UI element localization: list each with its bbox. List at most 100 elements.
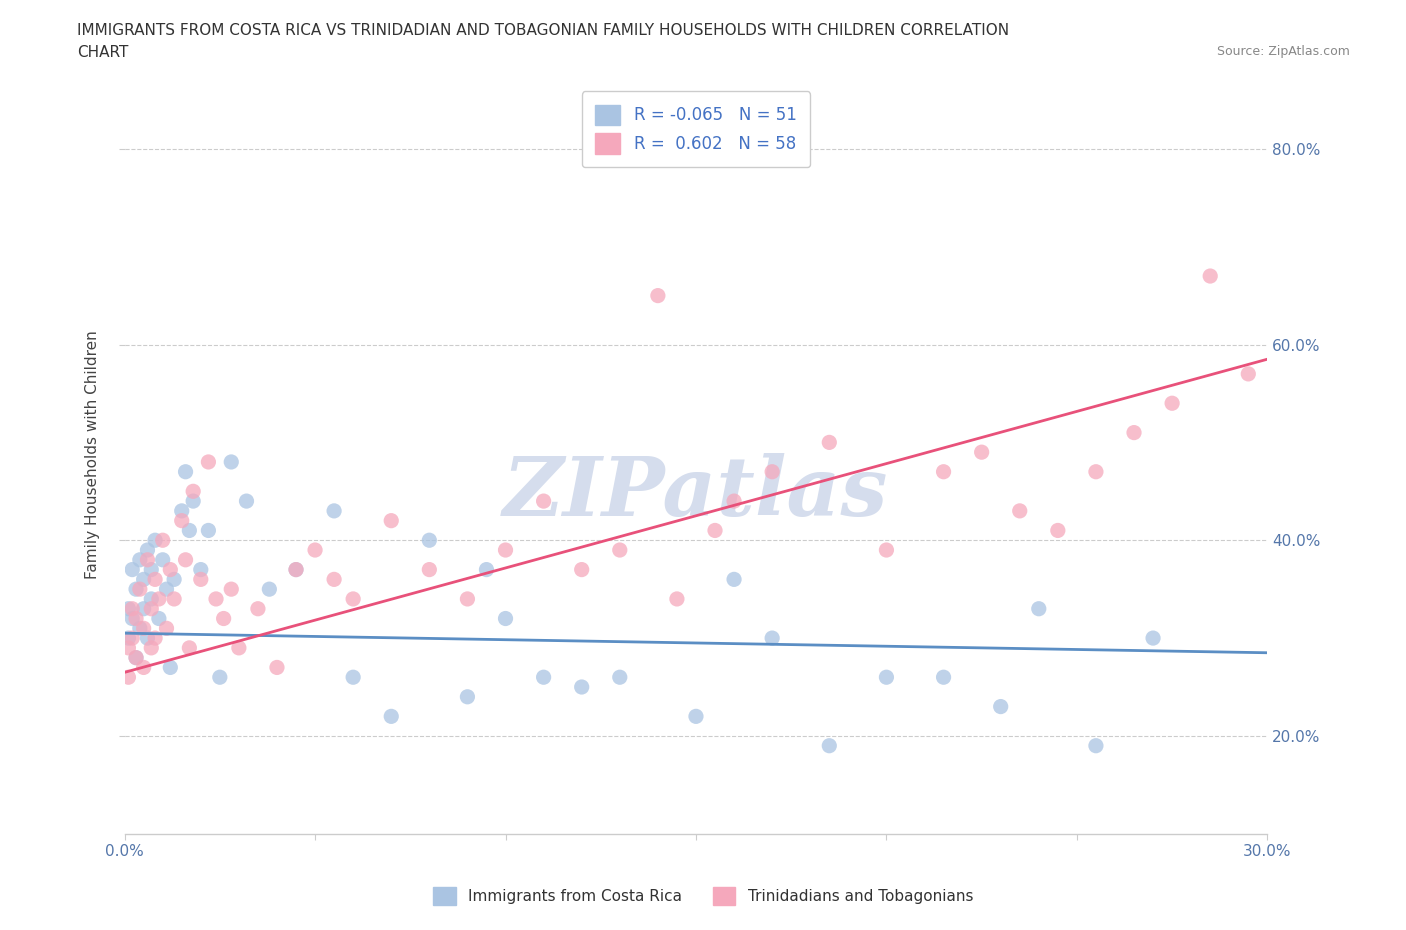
Point — [159, 562, 181, 577]
Point — [1046, 523, 1069, 538]
Point — [1084, 464, 1107, 479]
Point — [143, 631, 166, 645]
Point — [132, 660, 155, 675]
Point — [932, 464, 955, 479]
Point — [990, 699, 1012, 714]
Point — [266, 660, 288, 675]
Point — [285, 562, 308, 577]
Text: IMMIGRANTS FROM COSTA RICA VS TRINIDADIAN AND TOBAGONIAN FAMILY HOUSEHOLDS WITH : IMMIGRANTS FROM COSTA RICA VS TRINIDADIA… — [77, 23, 1010, 38]
Point — [761, 464, 783, 479]
Point — [174, 464, 197, 479]
Text: CHART: CHART — [77, 45, 129, 60]
Point — [875, 542, 897, 557]
Point — [1008, 503, 1031, 518]
Point — [163, 572, 186, 587]
Point — [212, 611, 235, 626]
Point — [219, 455, 242, 470]
Point — [132, 572, 155, 587]
Point — [121, 562, 143, 577]
Y-axis label: Family Households with Children: Family Households with Children — [86, 330, 100, 579]
Point — [246, 602, 269, 617]
Text: ZIPatlas: ZIPatlas — [503, 453, 889, 533]
Point — [136, 542, 159, 557]
Legend: R = -0.065   N = 51, R =  0.602   N = 58: R = -0.065 N = 51, R = 0.602 N = 58 — [582, 91, 810, 167]
Point — [148, 591, 170, 606]
Point — [128, 552, 150, 567]
Point — [143, 533, 166, 548]
Point — [143, 572, 166, 587]
Point — [121, 602, 143, 617]
Point — [125, 650, 148, 665]
Point — [125, 650, 148, 665]
Point — [174, 552, 197, 567]
Point — [1199, 269, 1222, 284]
Point — [141, 591, 163, 606]
Point — [932, 670, 955, 684]
Point — [181, 484, 204, 498]
Point — [304, 542, 326, 557]
Point — [155, 582, 177, 597]
Point — [609, 542, 631, 557]
Point — [219, 582, 242, 597]
Point — [125, 611, 148, 626]
Point — [152, 552, 174, 567]
Point — [125, 582, 148, 597]
Point — [159, 660, 181, 675]
Point — [117, 602, 139, 617]
Point — [117, 641, 139, 656]
Point — [208, 670, 231, 684]
Point — [190, 562, 212, 577]
Point — [323, 572, 346, 587]
Point — [418, 562, 440, 577]
Point — [197, 455, 219, 470]
Text: Source: ZipAtlas.com: Source: ZipAtlas.com — [1216, 45, 1350, 58]
Point — [495, 611, 517, 626]
Point — [456, 591, 478, 606]
Point — [259, 582, 281, 597]
Point — [609, 670, 631, 684]
Point — [141, 602, 163, 617]
Point — [380, 513, 402, 528]
Point — [723, 572, 745, 587]
Point — [170, 513, 193, 528]
Point — [1123, 425, 1146, 440]
Point — [323, 503, 346, 518]
Point — [418, 533, 440, 548]
Point — [818, 435, 841, 450]
Point — [571, 680, 593, 695]
Point — [128, 582, 150, 597]
Point — [197, 523, 219, 538]
Point — [132, 602, 155, 617]
Point — [190, 572, 212, 587]
Point — [533, 494, 555, 509]
Point — [723, 494, 745, 509]
Point — [1161, 396, 1184, 411]
Point — [155, 621, 177, 636]
Point — [342, 591, 364, 606]
Point — [121, 631, 143, 645]
Point — [117, 670, 139, 684]
Point — [1142, 631, 1164, 645]
Point — [665, 591, 688, 606]
Point — [475, 562, 498, 577]
Point — [495, 542, 517, 557]
Point — [132, 621, 155, 636]
Point — [380, 709, 402, 724]
Point — [179, 523, 201, 538]
Point — [148, 611, 170, 626]
Point — [571, 562, 593, 577]
Point — [285, 562, 308, 577]
Point — [818, 738, 841, 753]
Point — [152, 533, 174, 548]
Point — [342, 670, 364, 684]
Point — [704, 523, 727, 538]
Point — [117, 631, 139, 645]
Point — [205, 591, 228, 606]
Point — [235, 494, 257, 509]
Point — [533, 670, 555, 684]
Point — [128, 621, 150, 636]
Point — [647, 288, 669, 303]
Point — [761, 631, 783, 645]
Point — [141, 641, 163, 656]
Point — [136, 552, 159, 567]
